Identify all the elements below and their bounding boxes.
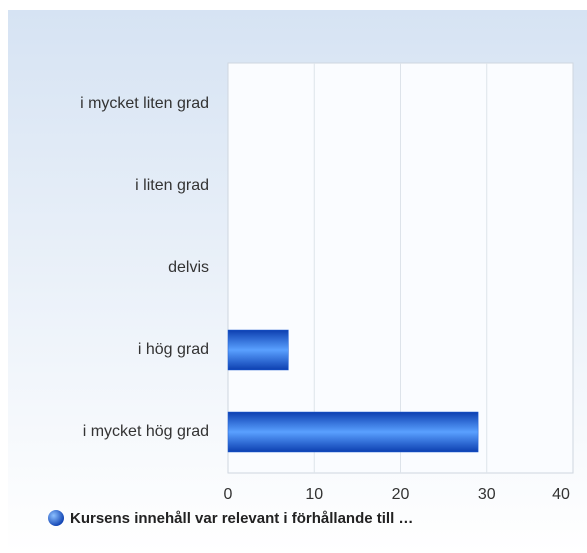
x-tick-label: 30 <box>478 486 496 503</box>
y-tick-label: i mycket liten grad <box>80 95 209 112</box>
y-tick-label: delvis <box>168 259 209 276</box>
y-tick-label: i mycket hög grad <box>83 423 209 440</box>
y-tick-label: i liten grad <box>135 177 209 194</box>
legend-marker <box>48 510 64 526</box>
x-tick-label: 10 <box>305 486 323 503</box>
bar <box>227 411 479 453</box>
legend-text: Kursens innehåll var relevant i förhålla… <box>70 510 413 527</box>
bar <box>227 329 289 371</box>
x-tick-label: 20 <box>392 486 410 503</box>
x-tick-label: 0 <box>224 486 233 503</box>
x-tick-label: 40 <box>552 486 570 503</box>
y-tick-label: i hög grad <box>138 341 209 358</box>
